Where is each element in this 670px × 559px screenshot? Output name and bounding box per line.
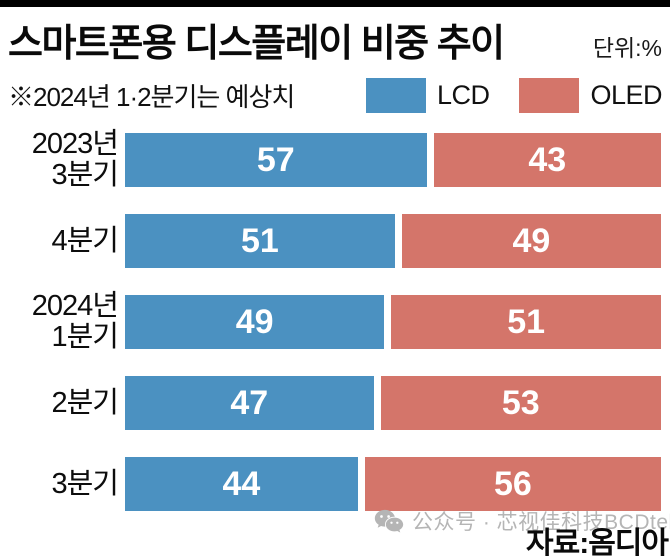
lcd-bar-segment: 57 (125, 133, 427, 187)
unit-label: 단위:% (592, 35, 662, 61)
watermark-text: 公众号 · 芯视佳科技BCDtek (412, 511, 670, 534)
chart-row-2023-q3: 2023년 3분기 57 43 (0, 129, 670, 190)
stacked-bar-chart: 2023년 3분기 57 43 4분기 51 49 2024년 1분기 (0, 129, 670, 538)
legend-item-oled: OLED (519, 77, 662, 113)
oled-bar-segment: 51 (391, 295, 661, 349)
watermark: 公众号 · 芯视佳科技BCDtek (374, 506, 670, 536)
header: 스마트폰용 디스플레이 비중 추이 단위:% (8, 12, 662, 67)
legend-label-lcd: LCD (436, 79, 490, 110)
row-label: 2024년 1분기 (0, 290, 120, 353)
oled-bar-segment: 53 (380, 376, 661, 430)
row-label: 4분기 (0, 224, 120, 257)
chart-row-2024-q2: 2분기 47 53 (0, 376, 670, 430)
legend-label-oled: OLED (590, 79, 662, 110)
page-title: 스마트폰용 디스플레이 비중 추이 (8, 23, 505, 65)
forecast-note: ※2024년 1·2분기는 예상치 (8, 81, 295, 112)
row-label-quarter: 1분기 (51, 321, 120, 353)
oled-bar-segment: 56 (364, 457, 661, 511)
bar-group: 57 43 (125, 133, 661, 187)
lcd-swatch (365, 77, 426, 113)
legend-item-lcd: LCD (365, 77, 490, 113)
oled-swatch (519, 77, 580, 113)
bar-group: 47 53 (125, 376, 661, 430)
subheader: ※2024년 1·2분기는 예상치 LCD OLED (8, 77, 662, 113)
oled-bar-segment: 43 (433, 133, 661, 187)
row-label: 3분기 (0, 467, 120, 500)
oled-bar-segment: 49 (401, 214, 661, 268)
row-label-year: 2024년 (31, 290, 119, 323)
chart-row-2024-q1: 2024년 1분기 49 51 (0, 291, 670, 352)
bar-group: 49 51 (125, 295, 661, 349)
source-credit: 자료:옴디아 (526, 527, 669, 559)
top-black-rule (0, 0, 670, 7)
lcd-bar-segment: 44 (125, 457, 358, 511)
lcd-bar-segment: 47 (125, 376, 374, 430)
chart-row-2024-q3: 3분기 44 56 (0, 457, 670, 511)
chart-row-2023-q4: 4분기 51 49 (0, 214, 670, 268)
lcd-bar-segment: 51 (125, 214, 395, 268)
bar-group: 51 49 (125, 214, 661, 268)
row-label-quarter: 2분기 (51, 386, 120, 419)
lcd-bar-segment: 49 (125, 295, 385, 349)
legend: LCD OLED (365, 77, 662, 113)
row-label: 2023년 3분기 (0, 128, 120, 191)
row-label-quarter: 4분기 (51, 224, 120, 257)
wechat-icon (374, 509, 404, 534)
bar-group: 44 56 (125, 457, 661, 511)
row-label-quarter: 3분기 (51, 467, 120, 500)
row-label: 2분기 (0, 386, 120, 419)
row-label-year: 2023년 (31, 128, 119, 161)
row-label-quarter: 3분기 (51, 159, 120, 191)
